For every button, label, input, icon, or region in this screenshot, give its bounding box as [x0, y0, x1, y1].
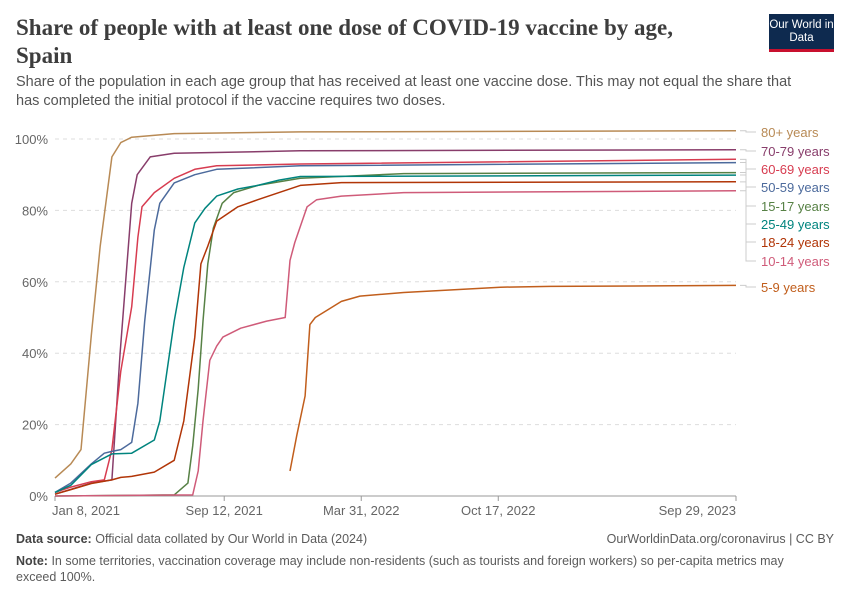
series-line-60-69-years [54, 158, 737, 494]
x-tick-label: Sep 12, 2021 [186, 503, 263, 518]
owid-logo[interactable]: Our World in Data [769, 14, 834, 52]
legend-connector [740, 149, 756, 152]
series-line-25-49-years [54, 174, 737, 494]
series-line-5-9-years [289, 284, 737, 472]
y-tick-label: 40% [22, 346, 48, 361]
x-tick-label: Sep 29, 2023 [659, 503, 736, 518]
series-label: 18-24 years [761, 235, 830, 250]
legend-connector [740, 190, 756, 262]
legend-connector [740, 158, 756, 170]
x-tick-label: Mar 31, 2022 [323, 503, 400, 518]
series-line-80-years [54, 130, 737, 479]
note: Note: In some territories, vaccination c… [16, 553, 816, 585]
data-source: Data source: Official data collated by O… [16, 532, 367, 546]
series-label: 15-17 years [761, 199, 830, 214]
legend-connector [740, 174, 756, 225]
series-label: 25-49 years [761, 217, 830, 232]
note-text: In some territories, vaccination coverag… [16, 554, 784, 584]
series-line-10-14-years [54, 190, 737, 497]
series-label: 80+ years [761, 125, 819, 140]
series-line-18-24-years [54, 181, 737, 495]
y-tick-label: 80% [22, 203, 48, 218]
series-label: 50-59 years [761, 180, 830, 195]
series-label: 5-9 years [761, 280, 816, 295]
legend-connector [740, 284, 756, 288]
series-label: 70-79 years [761, 144, 830, 159]
legend-connector [740, 172, 756, 207]
series-line-50-59-years [54, 161, 737, 494]
series-line-15-17-years [54, 171, 737, 497]
source-link[interactable]: OurWorldinData.org/coronavirus | CC BY [606, 532, 834, 546]
y-tick-label: 0% [29, 489, 48, 504]
series-label: 10-14 years [761, 254, 830, 269]
source-text: Official data collated by Our World in D… [95, 532, 368, 546]
y-tick-label: 20% [22, 418, 48, 433]
x-tick-label: Jan 8, 2021 [52, 503, 120, 518]
series-label: 60-69 years [761, 162, 830, 177]
chart-subtitle: Share of the population in each age grou… [16, 74, 792, 109]
line-chart: 0% 20% 40% 60% 80% 100% Jan 8, 2021 Sep 12, 202… [15, 125, 830, 518]
x-tick-label: Oct 17, 2022 [461, 503, 535, 518]
y-tick-label: 60% [22, 275, 48, 290]
y-tick-label: 100% [15, 132, 49, 147]
source-label: Data source: [16, 532, 92, 546]
note-label: Note: [16, 554, 48, 568]
series-line-70-79-years [54, 148, 737, 495]
chart-title: Share of people with at least one dose o… [16, 15, 673, 68]
legend-connector [740, 130, 756, 133]
